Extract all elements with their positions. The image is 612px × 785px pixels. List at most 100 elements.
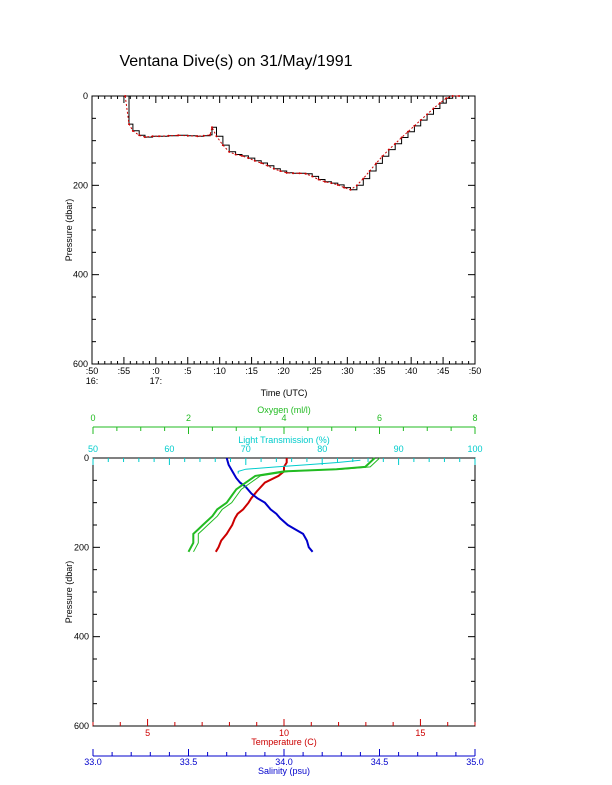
panel1-y-tick-labels: 0 200 400 600: [73, 91, 88, 369]
x-tick-label: :0: [152, 366, 160, 376]
dive-point: [368, 170, 371, 173]
x-tick-label: :50: [86, 366, 99, 376]
dive-point: [394, 142, 397, 145]
axis-tick-label: 35.0: [466, 757, 484, 767]
axis-tick-label: 50: [88, 444, 98, 454]
figure-title: Ventana Dive(s) on 31/May/1991: [119, 53, 352, 70]
dive-point: [387, 148, 390, 151]
panel2-y-axis-label: Pressure (dbar): [64, 561, 74, 624]
axis-tick-label: 60: [164, 444, 174, 454]
dive-point: [143, 136, 146, 139]
dive-point: [330, 182, 333, 185]
dive-point: [381, 155, 384, 158]
dive-point: [241, 154, 244, 157]
y-tick-label: 400: [73, 270, 88, 280]
axis-title: Light Transmission (%): [238, 435, 330, 445]
dive-point: [438, 102, 441, 105]
dive-point: [228, 150, 231, 153]
dive-point: [234, 153, 237, 156]
dive-point: [260, 162, 263, 164]
dive-point: [285, 171, 288, 174]
profile-line-upcast: [193, 457, 381, 553]
dive-point: [355, 184, 358, 187]
time-pressure-panel: :50:55:0:5:10:15:20:25:30:35:40:45:5016:…: [64, 91, 481, 398]
axis-tick-label: 0: [90, 413, 95, 423]
dive-point: [279, 170, 282, 173]
x-tick-label: :30: [341, 366, 354, 376]
y-tick-label: 600: [73, 359, 88, 369]
axis-title: Temperature (C): [251, 737, 317, 747]
dive-point: [221, 144, 224, 147]
x-tick-label: :45: [437, 366, 450, 376]
dive-point: [336, 183, 339, 186]
x-hour-label: 17:: [150, 376, 163, 386]
dive-point: [247, 157, 250, 160]
dive-point: [323, 180, 326, 183]
panel1-y-axis-label: Pressure (dbar): [64, 199, 74, 262]
dive-point: [343, 186, 346, 189]
panel1-x-tick-labels: :50:55:0:5:10:15:20:25:30:35:40:45:5016:…: [86, 366, 482, 386]
dive-point: [451, 95, 454, 97]
axis-tick-label: 80: [317, 444, 327, 454]
panel1-ticks: [91, 95, 476, 365]
x-tick-label: :20: [277, 366, 290, 376]
panel1-frame: [91, 95, 476, 365]
dive-point: [362, 177, 365, 180]
x-tick-label: :10: [213, 366, 226, 376]
dive-point: [292, 172, 295, 175]
axis-tick-label: 4: [281, 413, 286, 423]
profile-line: [237, 459, 361, 474]
dive-point: [158, 135, 161, 138]
x-tick-label: :50: [469, 366, 482, 376]
axis-tick-label: 8: [472, 413, 477, 423]
dive-point: [311, 175, 314, 178]
x-tick-label: :5: [184, 366, 192, 376]
dive-point: [419, 119, 422, 122]
x-tick-label: :55: [118, 366, 131, 376]
axis-tick-label: 10: [279, 728, 289, 738]
dive-point: [272, 167, 275, 170]
dive-track-step: [125, 95, 459, 191]
y-tick-label: 0: [84, 453, 89, 463]
dive-point: [406, 130, 409, 133]
x-hour-label: 16:: [86, 376, 99, 386]
dive-point: [426, 113, 429, 116]
x-tick-label: :35: [373, 366, 386, 376]
dive-point: [215, 135, 218, 138]
y-tick-label: 600: [74, 721, 89, 731]
axis-tick-label: 6: [377, 413, 382, 423]
dive-track-line: [124, 95, 459, 191]
axis-tick-label: 34.0: [275, 757, 293, 767]
axis-tick-label: 15: [415, 728, 425, 738]
axis-tick-label: 100: [467, 444, 482, 454]
y-tick-label: 200: [74, 542, 89, 552]
dive-point: [196, 135, 199, 138]
dive-point: [177, 134, 180, 137]
dive-point: [432, 107, 435, 110]
dive-point: [349, 188, 352, 191]
axis-tick-label: 90: [394, 444, 404, 454]
dive-point: [298, 172, 301, 175]
dive-point: [266, 164, 269, 167]
dive-point: [317, 178, 320, 181]
axis-tick-label: 2: [186, 413, 191, 423]
dive-point: [138, 134, 141, 137]
panel2-series: [187, 457, 381, 553]
dive-point: [458, 95, 461, 97]
axis-tick-label: 70: [241, 444, 251, 454]
x-tick-label: :25: [309, 366, 322, 376]
axis-tick-label: 33.0: [84, 757, 102, 767]
panel1-series: [124, 95, 461, 191]
dive-point: [202, 134, 205, 137]
dive-point: [445, 97, 448, 100]
panel2-y-tick-labels: 0 200 400 600: [74, 453, 475, 731]
panel1-x-axis-label: Time (UTC): [261, 388, 308, 398]
dive-point: [151, 135, 154, 138]
dive-point: [413, 124, 416, 127]
y-tick-label: 200: [73, 180, 88, 190]
axis-tick-label: 34.5: [371, 757, 389, 767]
dive-point: [400, 136, 403, 139]
x-tick-label: :40: [405, 366, 418, 376]
